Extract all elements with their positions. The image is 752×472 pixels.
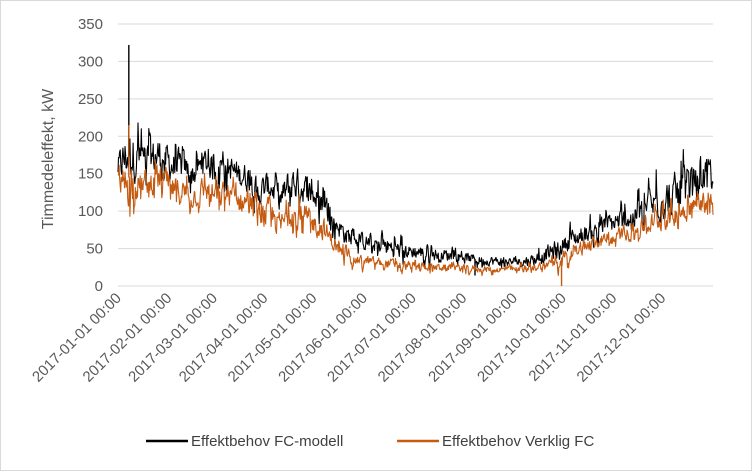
legend-label-actual: Effektbehov Verklig FC xyxy=(442,433,594,450)
series-line-actual xyxy=(117,158,714,277)
x-tick-label: 2017-11-01 00:00 xyxy=(525,290,620,385)
gridlines xyxy=(118,23,713,287)
legend-label-model: Effektbehov FC-modell xyxy=(191,433,343,450)
legend: Effektbehov FC-modell Effektbehov Verkli… xyxy=(146,433,594,450)
y-axis-ticks: 0 50 100 150 200 250 300 350 xyxy=(78,16,103,295)
x-tick-label: 2017-10-01 00:00 xyxy=(474,290,570,386)
x-tick-label: 2017-06-01 00:00 xyxy=(275,290,371,386)
y-axis-label: Timmedeleffekt, kW xyxy=(40,88,57,229)
x-tick-label: 2017-03-01 00:00 xyxy=(125,290,221,386)
x-tick-label: 2017-07-01 00:00 xyxy=(324,290,420,386)
x-tick-label: 2017-05-01 00:00 xyxy=(225,290,321,386)
x-tick-label: 2017-04-01 00:00 xyxy=(176,290,272,386)
y-tick-label: 250 xyxy=(78,91,103,108)
x-tick-label: 2017-09-01 00:00 xyxy=(425,290,521,386)
y-tick-label: 300 xyxy=(78,53,103,70)
y-tick-label: 350 xyxy=(78,16,103,33)
x-tick-label: 2017-12-01 00:00 xyxy=(574,290,670,386)
x-tick-label: 2017-08-01 00:00 xyxy=(375,290,471,386)
y-tick-label: 200 xyxy=(78,128,103,145)
series xyxy=(117,44,714,286)
y-tick-label: 100 xyxy=(78,203,103,220)
y-tick-label: 50 xyxy=(86,241,103,258)
y-tick-label: 0 xyxy=(95,278,103,295)
y-tick-label: 150 xyxy=(78,166,103,183)
x-tick-label: 2017-01-01 00:00 xyxy=(29,290,125,386)
